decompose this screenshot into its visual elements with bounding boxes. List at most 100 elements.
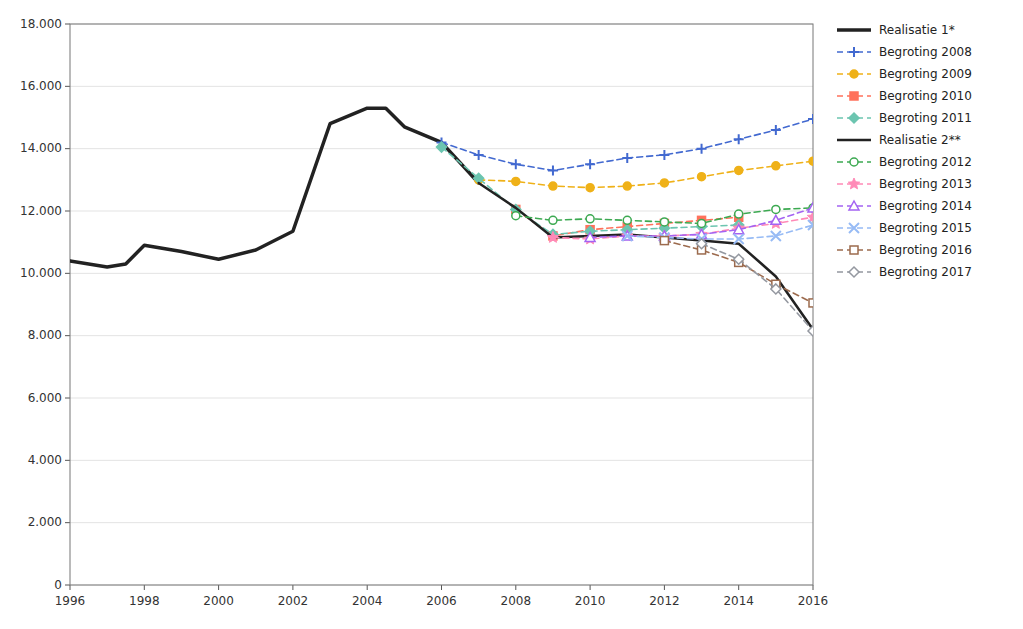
legend-item: Realisatie 2** <box>837 133 961 147</box>
y-tick-label: 14.000 <box>20 141 62 155</box>
data-point <box>808 114 813 124</box>
grid-line <box>70 398 813 399</box>
data-point <box>586 184 594 192</box>
legend-item: Begroting 2015 <box>837 221 972 235</box>
series-line <box>702 244 813 331</box>
data-point <box>549 182 557 190</box>
x-tick-label: 2002 <box>278 594 309 608</box>
x-tick-label: 2010 <box>575 594 606 608</box>
legend-label: Begroting 2010 <box>879 89 972 103</box>
legend-item: Begroting 2012 <box>837 155 972 169</box>
series-line <box>70 108 479 267</box>
series <box>475 157 813 191</box>
x-tick-label: 2004 <box>352 594 383 608</box>
legend-marker <box>849 223 859 233</box>
data-point <box>697 229 707 238</box>
series <box>660 237 813 307</box>
chart: 02.0004.0006.0008.00010.00012.00014.0001… <box>0 0 1023 629</box>
data-point <box>809 157 813 165</box>
data-point <box>697 144 707 154</box>
x-tick-label: 2006 <box>426 594 457 608</box>
legend-marker <box>850 158 858 166</box>
legend: Realisatie 1* Begroting 2008 Begroting 200… <box>837 23 972 279</box>
data-point <box>734 234 744 244</box>
y-tick <box>65 585 70 586</box>
grid-line <box>70 522 813 523</box>
grid-line <box>70 335 813 336</box>
legend-marker <box>849 113 859 123</box>
legend-marker <box>848 178 859 189</box>
legend-label: Begroting 2017 <box>879 265 972 279</box>
x-tick <box>664 585 665 590</box>
legend-item: Begroting 2009 <box>837 67 972 81</box>
y-tick-label: 8.000 <box>28 328 62 342</box>
y-tick-label: 2.000 <box>28 515 62 529</box>
y-tick-label: 12.000 <box>20 204 62 218</box>
x-tick-label: 2008 <box>501 594 532 608</box>
x-tick <box>590 585 591 590</box>
legend-label: Begroting 2008 <box>879 45 972 59</box>
data-point <box>623 182 631 190</box>
data-point <box>772 205 780 213</box>
data-point <box>585 159 595 169</box>
legend-swatch <box>837 139 871 142</box>
legend-marker <box>849 47 859 57</box>
data-point <box>585 232 595 241</box>
plot-area <box>70 24 813 585</box>
legend-item: Realisatie 1* <box>837 23 955 37</box>
y-tick <box>65 211 70 212</box>
data-point <box>584 233 595 244</box>
y-tick <box>65 335 70 336</box>
grid-line <box>70 460 813 461</box>
x-tick-label: 1996 <box>55 594 86 608</box>
legend-label: Begroting 2016 <box>879 243 972 257</box>
data-point <box>735 210 743 218</box>
data-point <box>735 166 743 174</box>
legend-marker <box>849 201 859 210</box>
y-tick <box>65 273 70 274</box>
legend-label: Realisatie 1* <box>879 23 955 37</box>
series-layer <box>70 108 813 336</box>
data-point <box>511 159 521 169</box>
y-tick-label: 18.000 <box>20 17 62 31</box>
data-point <box>733 222 744 233</box>
data-point <box>808 203 813 212</box>
legend-label: Begroting 2012 <box>879 155 972 169</box>
x-tick <box>813 585 814 590</box>
data-point <box>622 153 632 163</box>
data-point <box>771 125 781 135</box>
data-point <box>622 231 632 241</box>
grid <box>70 24 813 585</box>
series-line <box>479 161 813 188</box>
y-tick-label: 16.000 <box>20 79 62 93</box>
data-point <box>771 231 781 241</box>
data-point <box>734 254 744 264</box>
series-line <box>479 183 813 329</box>
legend-item: Begroting 2011 <box>837 111 972 125</box>
series-line <box>442 119 814 170</box>
y-tick-label: 4.000 <box>28 453 62 467</box>
axes: 02.0004.0006.0008.00010.00012.00014.0001… <box>20 17 828 609</box>
data-point <box>698 173 706 181</box>
data-point <box>771 215 781 224</box>
grid-line <box>70 86 813 87</box>
x-tick <box>515 585 516 590</box>
data-point <box>549 216 557 224</box>
legend-item: Begroting 2008 <box>837 45 972 59</box>
series-line <box>627 225 813 239</box>
x-tick-label: 2016 <box>798 594 829 608</box>
plot-frame <box>70 24 813 585</box>
y-tick-label: 10.000 <box>20 266 62 280</box>
data-point <box>734 134 744 144</box>
data-point <box>437 142 447 152</box>
x-tick <box>70 585 71 590</box>
legend-marker <box>849 267 859 277</box>
data-point <box>660 218 668 226</box>
series <box>479 183 813 329</box>
legend-item: Begroting 2010 <box>837 89 972 103</box>
legend-item: Begroting 2016 <box>837 243 972 257</box>
data-point <box>512 212 520 220</box>
data-point <box>548 165 558 175</box>
data-point <box>734 225 744 234</box>
data-point <box>698 219 706 227</box>
